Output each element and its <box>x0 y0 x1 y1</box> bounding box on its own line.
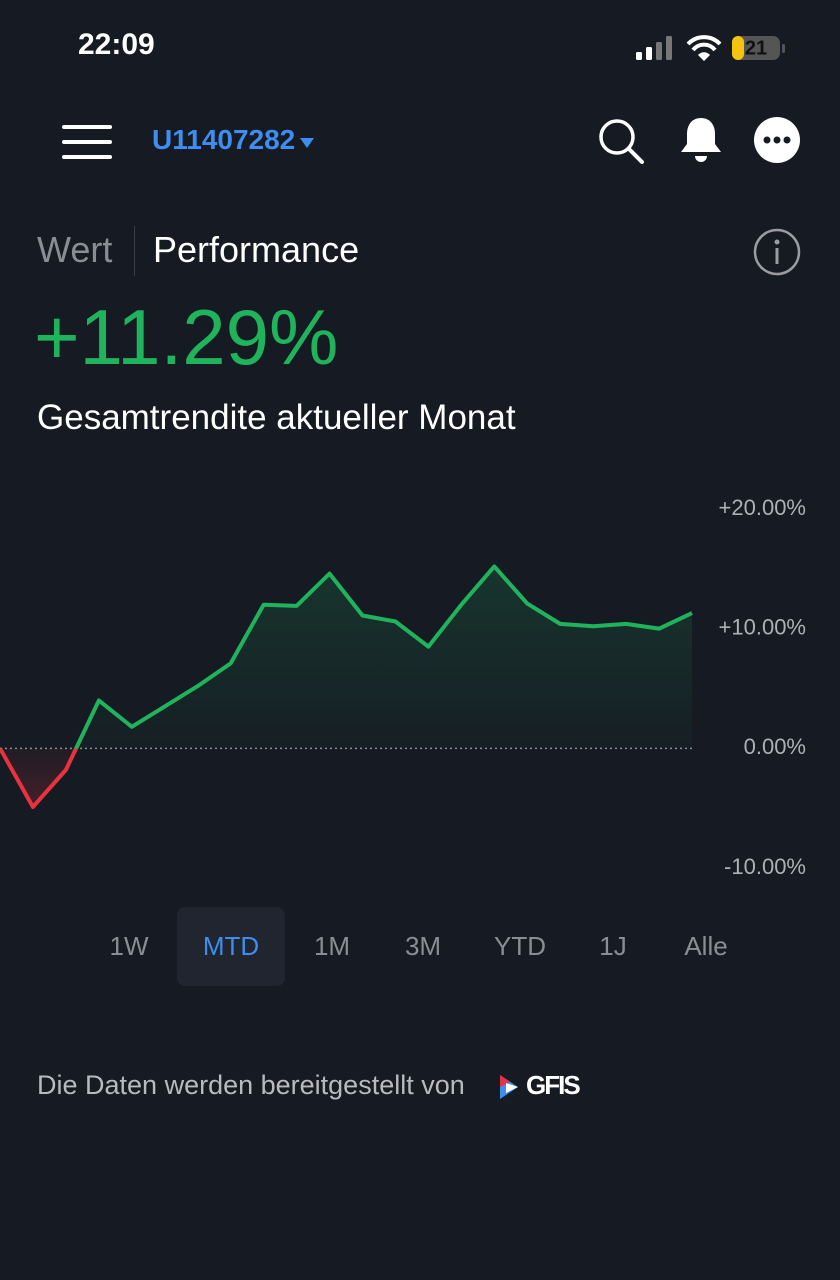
data-source: Die Daten werden bereitgestellt von <box>37 1070 465 1100</box>
y-tick-label: +20.00% <box>719 495 806 520</box>
search-button[interactable] <box>596 116 646 166</box>
account-id: U11407282 <box>152 124 296 155</box>
range-option[interactable]: MTD <box>176 907 286 986</box>
battery-level: 21 <box>745 37 767 59</box>
value-tab[interactable]: Wert <box>37 229 113 270</box>
dropdown-caret <box>300 138 315 148</box>
tab-divider <box>134 226 135 276</box>
performance-tab[interactable]: Performance <box>153 229 360 270</box>
status-time: 22:09 <box>78 28 155 61</box>
y-tick-label: -10.00% <box>724 854 806 879</box>
range-option[interactable]: 1J <box>599 931 627 961</box>
provider-name: GFIS <box>526 1070 581 1100</box>
y-tick-label: 0.00% <box>744 734 806 759</box>
performance-value: +11.29% <box>34 293 339 381</box>
status-icons: 21 <box>636 35 785 61</box>
account-selector[interactable]: U11407282 <box>152 124 315 156</box>
range-option[interactable]: Alle <box>684 931 728 961</box>
line <box>0 564 693 809</box>
notifications-button[interactable] <box>678 114 724 166</box>
range-option[interactable]: YTD <box>494 931 546 961</box>
y-tick-label: +10.00% <box>719 614 806 639</box>
info-button[interactable] <box>753 228 801 276</box>
chart: +20.00% +10.00% 0.00% -10.00% <box>0 495 806 879</box>
more-button[interactable] <box>754 117 800 163</box>
range-option[interactable]: 1W <box>109 931 149 961</box>
range-option[interactable]: 3M <box>404 931 442 961</box>
range-option[interactable]: 1M <box>313 931 351 961</box>
performance-caption: Gesamtrendite aktueller Monat <box>37 398 516 437</box>
menu-button[interactable] <box>60 122 114 162</box>
area <box>0 566 692 807</box>
provider-logo <box>500 1075 518 1099</box>
